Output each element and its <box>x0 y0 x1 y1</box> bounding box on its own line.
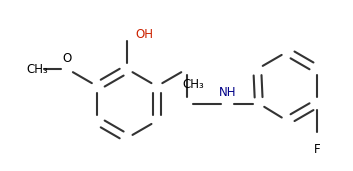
Text: NH: NH <box>219 86 236 99</box>
Text: F: F <box>313 143 320 156</box>
Text: OH: OH <box>136 28 154 41</box>
Text: O: O <box>63 51 72 64</box>
Text: CH₃: CH₃ <box>182 78 204 91</box>
Text: CH₃: CH₃ <box>27 63 48 76</box>
